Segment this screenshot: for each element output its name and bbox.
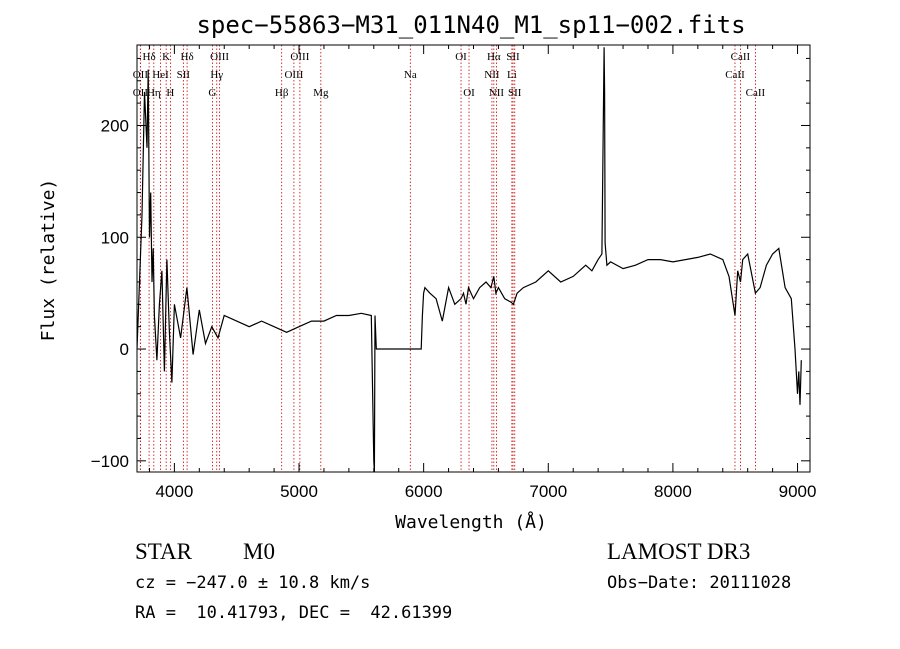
spectral-line-label: Hδ [181, 51, 194, 63]
spectral-line-label: HeI [152, 69, 169, 81]
spectral-line-labels: Hδ K Hδ OIII OIII OI Hα SII CaII OII HeI SII Hγ OIII N… [133, 51, 766, 99]
spectral-line-label: CaII [725, 69, 745, 81]
spectral-lines [139, 45, 756, 472]
spectral-line-label: G [208, 87, 216, 99]
spectral-line-label: Li [507, 69, 517, 81]
spectral-line-label: NII [489, 87, 505, 99]
y-tick-label: 200 [101, 116, 129, 135]
spectral-line-label: Hα [487, 51, 501, 63]
spectral-line-label: Hγ [210, 69, 223, 81]
object-class: STAR [135, 539, 192, 564]
spectral-line-label: Hη [147, 87, 161, 99]
spectral-line-label: Na [404, 69, 417, 81]
y-axis-label: Flux (relative) [38, 179, 59, 342]
redshift-cz: cz = −247.0 ± 10.8 km/s [135, 573, 371, 593]
object-subclass: M0 [243, 539, 275, 564]
x-tick-label: 4000 [155, 482, 193, 501]
spectral-line-label: OIII [290, 51, 309, 63]
y-tick-label: 0 [120, 340, 129, 359]
spectral-line-label: OIII [210, 51, 229, 63]
chart-title: spec−55863−M31_011N40_M1_sp11−002.fits [196, 11, 745, 39]
x-axis-label: Wavelength (Å) [395, 511, 547, 533]
spectral-line-label: SII [177, 69, 191, 81]
spectral-line-label: K [162, 51, 170, 63]
spectral-line-label: Mg [313, 87, 329, 99]
obs-date: Obs−Date: 20111028 [607, 573, 792, 593]
ra-dec: RA = 10.41793, DEC = 42.61399 [135, 603, 453, 623]
spectral-line-label: OI [455, 51, 467, 63]
plot-frame [136, 44, 811, 473]
spectrum-series [137, 47, 802, 472]
x-tick-label: 8000 [654, 482, 692, 501]
spectral-line-label: CaII [746, 87, 766, 99]
spectrum-line [137, 47, 802, 472]
spectral-line-label: SII [506, 51, 520, 63]
x-tick-label: 6000 [405, 482, 443, 501]
spectral-line-label: OI [463, 87, 475, 99]
spectral-line-label: NII [484, 69, 500, 81]
y-tick-label: −100 [91, 452, 129, 471]
y-tick-label: 100 [101, 228, 129, 247]
spectral-line-label: OII [133, 69, 149, 81]
y-axis: −100 0 100 200 [91, 57, 810, 471]
survey-name: LAMOST DR3 [607, 539, 751, 564]
spectral-line-label: CaII [731, 51, 751, 63]
x-tick-label: 9000 [779, 482, 817, 501]
spectral-line-label: SII [508, 87, 522, 99]
x-tick-label: 7000 [529, 482, 567, 501]
spectral-line-label: Hδ [143, 51, 156, 63]
spectral-line-label: H [166, 87, 174, 99]
spectral-line-label: Hβ [275, 87, 289, 99]
x-tick-label: 5000 [280, 482, 318, 501]
x-axis: 4000 5000 6000 7000 8000 9000 [148, 45, 817, 501]
spectral-line-label: OIII [284, 69, 303, 81]
